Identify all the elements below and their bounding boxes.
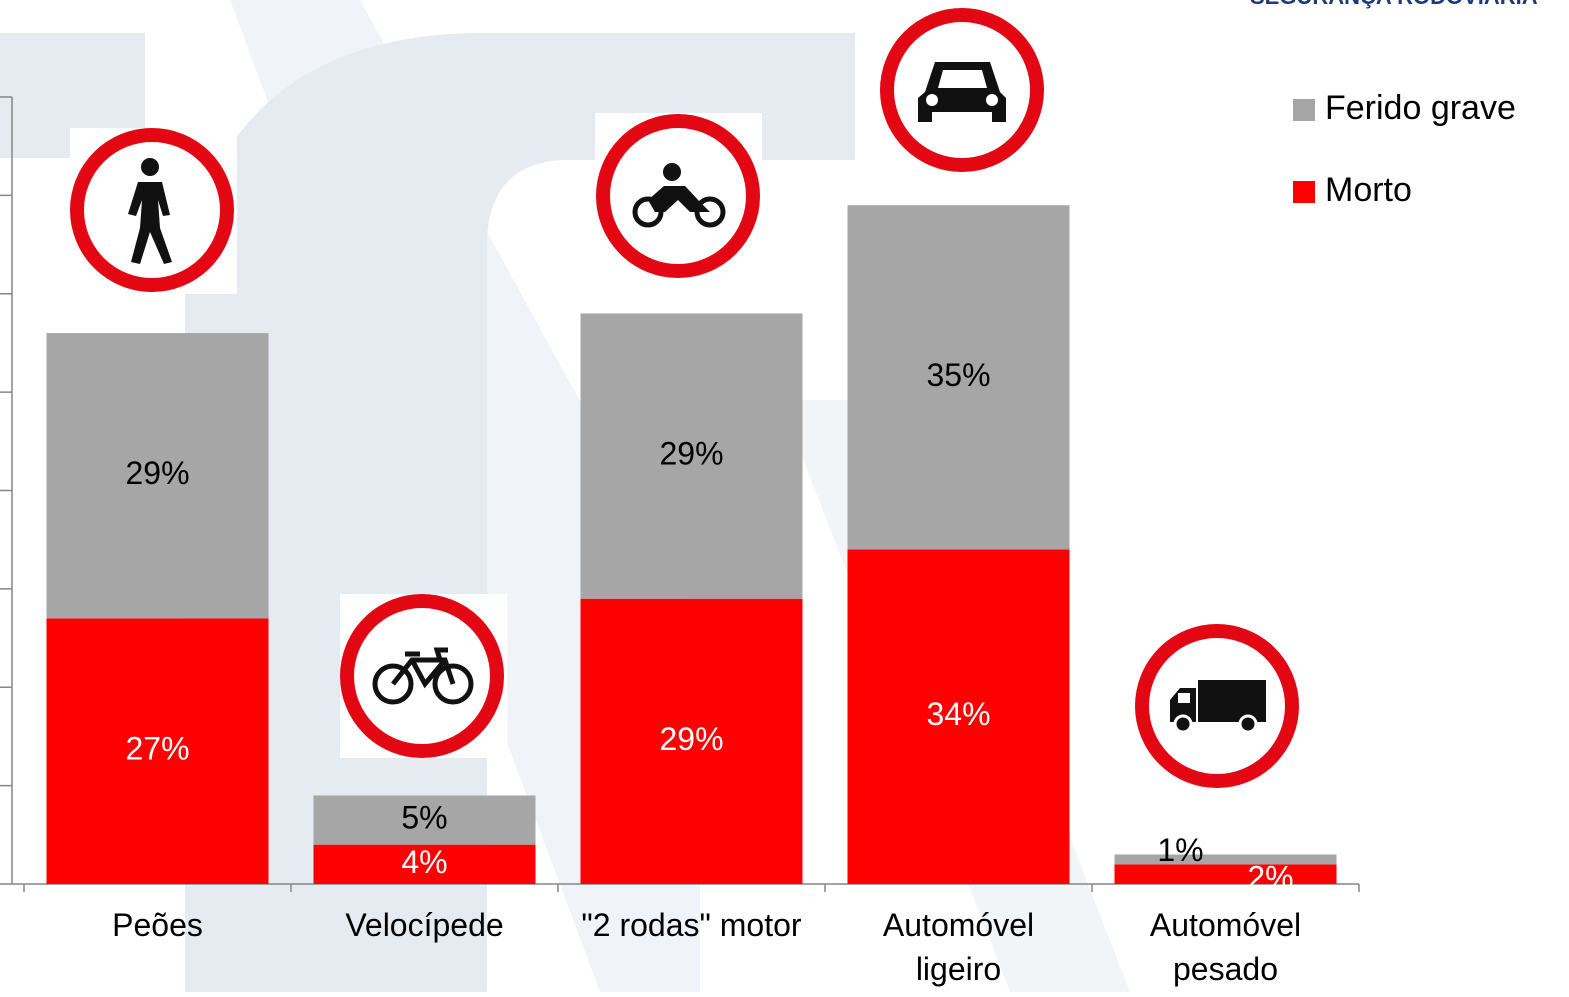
- bar-segment: [46, 618, 269, 884]
- bar-segment: [580, 598, 803, 884]
- legend-swatch: [1293, 181, 1315, 203]
- bar-segment: [847, 205, 1070, 550]
- bar-segment: [313, 795, 536, 845]
- data-label: 5%: [401, 800, 447, 836]
- data-label: 29%: [125, 455, 189, 491]
- bar-segment: [1114, 864, 1337, 884]
- data-label: 2%: [1247, 859, 1293, 895]
- bar-segment: [847, 549, 1070, 884]
- signs: [70, 8, 1299, 788]
- x-tick-label: Peões: [112, 907, 203, 943]
- data-label: 29%: [659, 721, 723, 757]
- legend-swatch: [1293, 99, 1315, 121]
- data-label: 27%: [125, 731, 189, 767]
- legend-label: Morto: [1325, 171, 1412, 209]
- header: SEGURANÇA RODOVIÁRIA: [1250, 0, 1538, 9]
- x-tick-label: Automóvel ligeiro: [883, 907, 1034, 987]
- legend-label: Ferido grave: [1325, 89, 1516, 127]
- data-label: 35%: [926, 357, 990, 393]
- bar-segment: [313, 844, 536, 884]
- bar-segment: [46, 333, 269, 619]
- data-label: 34%: [926, 696, 990, 732]
- data-label: 4%: [401, 844, 447, 880]
- x-tick-label: "2 rodas" motor: [581, 907, 801, 943]
- bar-segment: [1114, 854, 1337, 865]
- bar-segment: [580, 313, 803, 599]
- data-label: 1%: [1157, 832, 1203, 868]
- x-tick-label: Automóvel pesado: [1150, 907, 1301, 987]
- data-label: 29%: [659, 436, 723, 472]
- x-tick-label: Velocípede: [345, 907, 503, 943]
